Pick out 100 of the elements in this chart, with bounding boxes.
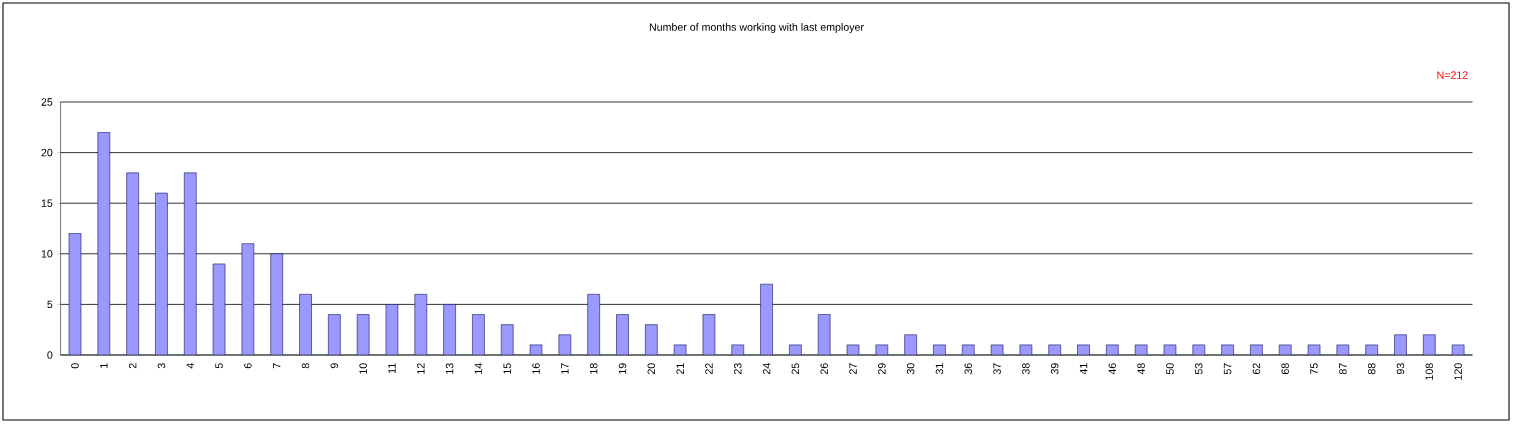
bar [990,344,1004,355]
bar [1365,344,1378,355]
bar [846,344,860,355]
bar [789,344,802,355]
x-tick-label: 29 [878,363,886,375]
x-tick-label: 87 [1339,363,1347,375]
bar [1163,344,1177,355]
bar [472,314,485,355]
bar [183,172,197,355]
x-tick-label: 19 [618,363,627,374]
bar [155,192,168,355]
x-tick-label: 108 [1425,363,1434,380]
x-tick-label: 23 [733,363,742,375]
x-tick-label: 36 [964,363,973,375]
bar [1307,344,1321,355]
bar [356,314,370,355]
bar [529,344,543,355]
x-tick-label: 53 [1195,363,1203,375]
x-tick-label: 18 [589,363,598,374]
bar [500,324,514,355]
bar [875,344,889,355]
bar [933,344,946,355]
x-tick-label: 13 [445,363,454,374]
x-tick-label: 27 [849,363,857,375]
y-tick-label: 0 [47,351,53,359]
bar [1106,344,1119,355]
x-tick-label: 75 [1310,363,1318,375]
x-tick-label: 11 [388,363,396,374]
x-tick-label: 14 [474,363,483,374]
bar [1394,334,1407,355]
y-tick-label: 20 [41,148,53,157]
x-tick-label: 9 [330,363,339,369]
x-tick-label: 46 [1108,363,1117,375]
x-tick-label: 8 [301,363,310,369]
x-tick-label: 25 [791,363,800,375]
x-tick-label: 48 [1137,363,1145,375]
bar [731,344,745,355]
x-tick-label: 30 [906,363,915,375]
bar [241,243,255,355]
x-tick-label: 20 [647,363,656,375]
x-tick-label: 57 [1223,363,1232,375]
bar [702,314,716,355]
bar [1278,344,1292,355]
bar [760,283,773,355]
x-tick-label: 120 [1454,363,1462,380]
x-tick-label: 15 [503,363,511,374]
y-tick-label: 5 [47,300,53,309]
y-tick-label: 15 [41,199,53,207]
x-tick-label: 2 [128,363,137,369]
x-tick-label: 1 [100,363,108,368]
x-tick-label: 38 [1022,363,1030,375]
x-tick-label: 24 [762,363,771,375]
bar [212,263,226,355]
bar [443,304,456,355]
x-tick-label: 39 [1050,363,1059,375]
x-tick-label: 21 [676,363,684,375]
bar [1019,344,1033,355]
x-tick-label: 37 [993,363,1001,375]
chart-title: Number of months working with last employer [649,23,864,33]
bar [558,334,572,355]
x-tick-label: 41 [1079,363,1088,375]
x-tick-label: 93 [1396,363,1405,375]
bar [1423,334,1436,355]
bar [904,334,917,355]
x-tick-label: 10 [359,363,367,374]
x-tick-label: 22 [705,363,713,375]
bar [587,294,600,355]
bar [645,324,658,355]
x-tick-label: 7 [273,363,281,369]
bar [126,172,139,355]
x-tick-label: 5 [215,363,223,369]
bar [1134,344,1148,355]
bar [1250,344,1263,355]
bar [328,314,341,355]
bar [68,233,82,355]
text: N=212 [1437,71,1468,79]
bar [961,344,975,355]
x-tick-label: 12 [417,363,425,374]
bar [673,344,687,355]
bar [97,132,111,355]
x-tick-label: 16 [532,363,540,374]
bar [1048,344,1061,355]
y-tick-label: 10 [41,250,53,258]
bar [817,314,831,355]
x-tick-label: 31 [935,363,944,375]
x-tick-label: 4 [186,363,194,369]
x-tick-label: 3 [157,363,166,369]
x-tick-label: 0 [71,363,79,369]
bar [270,253,283,355]
x-tick-label: 50 [1166,363,1174,375]
x-tick-label: 6 [244,363,252,369]
y-tick-label: 25 [41,98,53,106]
x-tick-label: 88 [1367,363,1376,375]
x-tick-label: 17 [561,363,569,374]
bar [1451,344,1465,355]
bar [1077,344,1090,355]
bar [385,304,399,355]
bar [414,294,428,355]
bar [1221,344,1234,355]
x-tick-label: 68 [1281,363,1289,375]
